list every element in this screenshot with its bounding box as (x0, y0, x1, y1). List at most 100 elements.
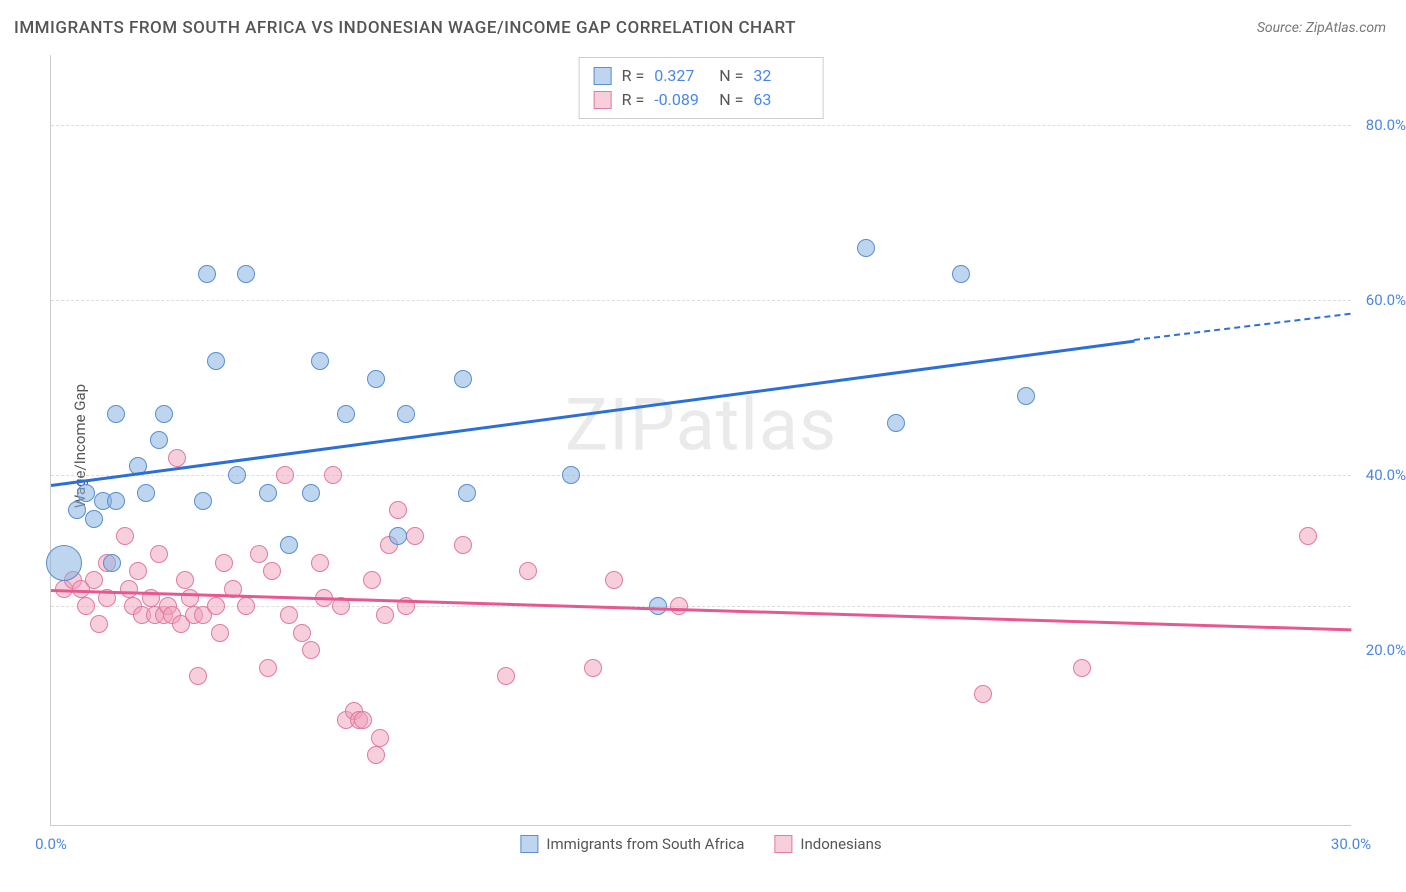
data-point-b (354, 711, 372, 729)
data-point-b (605, 571, 623, 589)
plot-area: ZIPatlas R = 0.327 N = 32 R = -0.089 N =… (50, 55, 1351, 826)
data-point-b (302, 641, 320, 659)
data-point-a (397, 405, 415, 423)
data-point-b (519, 562, 537, 580)
data-point-a (137, 484, 155, 502)
data-point-b (363, 571, 381, 589)
data-point-a (1017, 387, 1035, 405)
data-point-a (103, 554, 121, 572)
data-point-b (259, 659, 277, 677)
data-point-b (584, 659, 602, 677)
data-point-b (263, 562, 281, 580)
data-point-a (259, 484, 277, 502)
data-point-b (211, 624, 229, 642)
stats-row-a: R = 0.327 N = 32 (594, 64, 809, 88)
data-point-a (367, 370, 385, 388)
data-point-b (371, 729, 389, 747)
data-point-b (389, 501, 407, 519)
bottom-legend: Immigrants from South Africa Indonesians (520, 835, 881, 853)
data-point-b (215, 554, 233, 572)
data-point-b (168, 449, 186, 467)
legend-label-b: Indonesians (800, 835, 881, 853)
data-point-b (129, 562, 147, 580)
chart-title: IMMIGRANTS FROM SOUTH AFRICA VS INDONESI… (14, 18, 796, 38)
data-point-a (337, 405, 355, 423)
y-tick-label: 20.0% (1366, 641, 1406, 659)
chart-container: IMMIGRANTS FROM SOUTH AFRICA VS INDONESI… (0, 0, 1406, 892)
data-point-a (85, 510, 103, 528)
data-point-b (116, 527, 134, 545)
data-point-a (107, 405, 125, 423)
data-point-b (90, 615, 108, 633)
data-point-a (198, 265, 216, 283)
data-point-a (302, 484, 320, 502)
swatch-a (594, 67, 612, 85)
data-point-b (120, 580, 138, 598)
data-point-b (189, 667, 207, 685)
data-point-a (454, 370, 472, 388)
n-value-a: 32 (753, 64, 808, 88)
n-label-b: N = (719, 88, 743, 112)
y-tick-label: 80.0% (1366, 116, 1406, 134)
data-point-b (237, 597, 255, 615)
stats-box: R = 0.327 N = 32 R = -0.089 N = 63 (579, 57, 824, 119)
data-point-b (77, 597, 95, 615)
data-point-b (324, 466, 342, 484)
data-point-b (497, 667, 515, 685)
data-point-b (293, 624, 311, 642)
data-point-b (250, 545, 268, 563)
data-point-b (311, 554, 329, 572)
r-value-a: 0.327 (654, 64, 709, 88)
legend-swatch-b (774, 835, 792, 853)
y-tick-label: 40.0% (1366, 466, 1406, 484)
data-point-a (280, 536, 298, 554)
legend-item-b: Indonesians (774, 835, 881, 853)
data-point-a (311, 352, 329, 370)
stats-row-b: R = -0.089 N = 63 (594, 88, 809, 112)
swatch-b (594, 91, 612, 109)
data-point-a (228, 466, 246, 484)
data-point-a (68, 501, 86, 519)
data-point-a (389, 527, 407, 545)
r-value-b: -0.089 (654, 88, 709, 112)
data-point-b (1073, 659, 1091, 677)
data-point-b (150, 545, 168, 563)
data-point-b (367, 746, 385, 764)
source-label: Source: ZipAtlas.com (1257, 20, 1386, 36)
data-point-b (1299, 527, 1317, 545)
data-point-b (406, 527, 424, 545)
grid-line (51, 125, 1351, 126)
data-point-a (150, 431, 168, 449)
data-point-b (181, 589, 199, 607)
data-point-a (107, 492, 125, 510)
grid-line (51, 300, 1351, 301)
data-point-b (454, 536, 472, 554)
n-label-a: N = (719, 64, 743, 88)
data-point-a (458, 484, 476, 502)
data-point-b (207, 597, 225, 615)
legend-item-a: Immigrants from South Africa (520, 835, 744, 853)
data-point-a (952, 265, 970, 283)
data-point-a (562, 466, 580, 484)
x-tick-label: 0.0% (35, 835, 67, 853)
data-point-b (276, 466, 294, 484)
n-value-b: 63 (753, 88, 808, 112)
data-point-a (857, 239, 875, 257)
data-point-a (77, 484, 95, 502)
data-point-a (237, 265, 255, 283)
data-point-b (670, 597, 688, 615)
data-point-b (176, 571, 194, 589)
data-point-a (207, 352, 225, 370)
legend-label-a: Immigrants from South Africa (546, 835, 744, 853)
data-point-a (155, 405, 173, 423)
legend-swatch-a (520, 835, 538, 853)
data-point-b (376, 606, 394, 624)
data-point-a (46, 545, 82, 581)
trend-line-dash-a (1134, 313, 1351, 341)
r-label-a: R = (622, 64, 645, 88)
data-point-a (194, 492, 212, 510)
data-point-b (280, 606, 298, 624)
data-point-b (85, 571, 103, 589)
y-tick-label: 60.0% (1366, 291, 1406, 309)
data-point-b (974, 685, 992, 703)
